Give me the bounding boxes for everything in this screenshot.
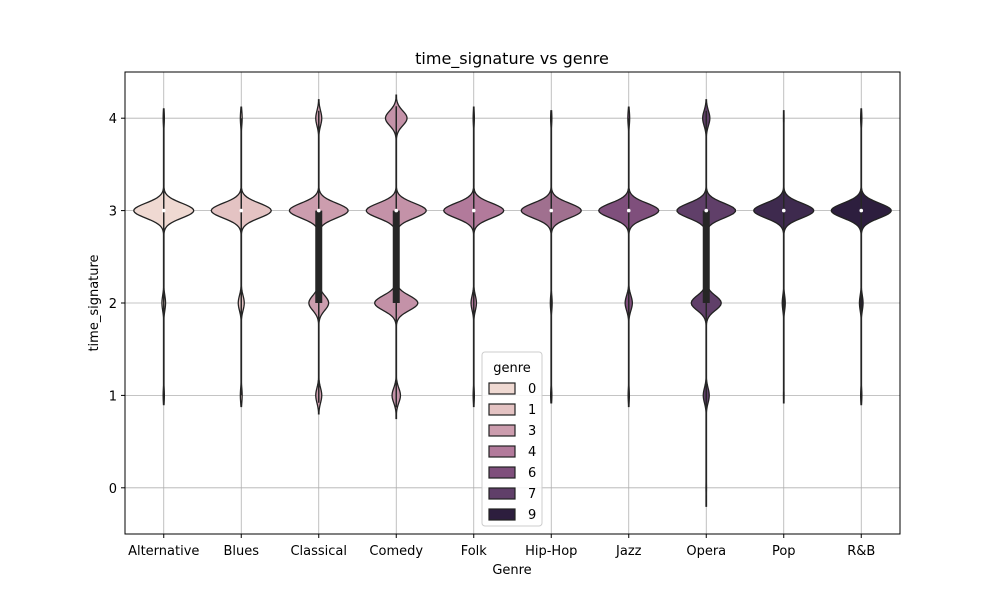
violin-median	[549, 208, 554, 213]
violin-classical	[288, 99, 349, 415]
y-axis: 0 1 2 3 4	[109, 112, 125, 497]
violin-iqr-box	[315, 210, 323, 303]
violin-pop	[753, 110, 815, 404]
violin-median	[161, 208, 166, 213]
y-tick-label: 0	[109, 482, 117, 497]
y-tick-label: 3	[109, 205, 117, 220]
legend-swatch	[488, 466, 516, 479]
x-tick-label: Alternative	[128, 544, 199, 559]
x-tick-label: Pop	[772, 544, 796, 559]
x-tick-label: Hip-Hop	[525, 544, 577, 559]
violins	[133, 94, 892, 507]
violin-iqr-box	[702, 210, 710, 303]
legend-swatch	[488, 508, 516, 521]
legend-label: 0	[528, 382, 536, 397]
legend-swatch	[488, 424, 516, 437]
legend-label: 9	[528, 508, 536, 523]
violin-comedy	[365, 94, 427, 420]
x-tick-label: Classical	[290, 544, 347, 559]
violin-r-b	[830, 108, 892, 406]
violin-jazz	[598, 106, 660, 408]
y-tick-label: 4	[109, 112, 117, 127]
violin-median	[781, 208, 786, 213]
violin-median	[626, 208, 631, 213]
legend-title: genre	[493, 361, 531, 376]
x-tick-label: R&B	[847, 544, 875, 559]
x-tick-label: Blues	[223, 544, 259, 559]
violin-median	[859, 208, 864, 213]
y-tick-label: 1	[109, 389, 117, 404]
y-tick-label: 2	[109, 297, 117, 312]
legend-label: 7	[528, 487, 536, 502]
x-tick-label: Jazz	[615, 544, 642, 559]
violin-median	[394, 208, 399, 213]
y-axis-label: time_signature	[87, 254, 102, 351]
legend-label: 4	[528, 445, 536, 460]
chart-title: time_signature vs genre	[415, 49, 609, 69]
legend-swatch	[488, 445, 516, 458]
violin-median	[704, 208, 709, 213]
legend-swatch	[488, 487, 516, 500]
legend: genre 0 1 3 4 6 7 9	[481, 351, 543, 527]
legend-label: 3	[528, 424, 536, 439]
violin-median	[316, 208, 321, 213]
x-axis-label: Genre	[492, 563, 531, 578]
violin-alternative	[133, 108, 195, 406]
x-tick-label: Comedy	[369, 544, 423, 559]
violin-blues	[210, 106, 272, 408]
violin-opera	[676, 99, 737, 507]
legend-swatch	[488, 403, 516, 416]
violin-folk	[443, 106, 505, 408]
violin-hip-hop	[520, 110, 582, 404]
violin-median	[239, 208, 244, 213]
x-tick-label: Folk	[461, 544, 488, 559]
legend-label: 6	[528, 466, 536, 481]
x-tick-label: Opera	[686, 544, 726, 559]
violin-median	[471, 208, 476, 213]
violin-iqr-box	[392, 210, 400, 303]
legend-label: 1	[528, 403, 536, 418]
x-axis: Alternative Blues Classical Comedy Folk Hip-H…	[128, 534, 875, 559]
legend-swatch	[488, 382, 516, 395]
legend-box	[481, 351, 543, 527]
